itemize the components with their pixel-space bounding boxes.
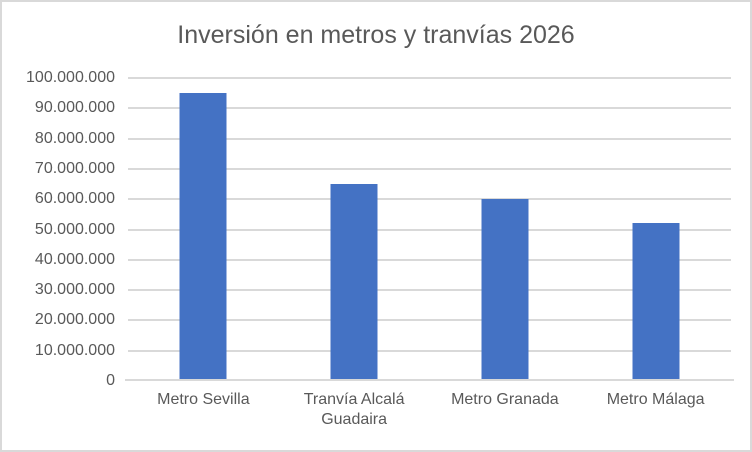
gridline bbox=[128, 137, 731, 140]
x-axis-labels: Metro Sevilla Tranvía Alcalá Guadaira Metr… bbox=[128, 390, 731, 430]
bar bbox=[179, 93, 227, 381]
x-category-label: Tranvía Alcalá Guadaira bbox=[303, 391, 405, 428]
gridline bbox=[128, 107, 731, 110]
gridline bbox=[128, 77, 731, 79]
bar bbox=[632, 223, 680, 381]
x-category-label: Metro Granada bbox=[451, 391, 559, 408]
plot-area bbox=[128, 77, 731, 381]
bar bbox=[330, 184, 378, 381]
y-tick-label: 70.000.000 bbox=[34, 159, 115, 177]
x-axis-line bbox=[125, 379, 734, 381]
y-tick-label: 10.000.000 bbox=[34, 341, 115, 359]
y-axis: 0 10.000.000 20.000.000 30.000.000 40.000.00… bbox=[2, 69, 115, 389]
y-tick-label: 100.000.000 bbox=[26, 69, 115, 86]
y-tick-label: 40.000.000 bbox=[34, 250, 115, 268]
gridline bbox=[128, 349, 731, 352]
gridline bbox=[128, 289, 731, 292]
y-tick-label: 0 bbox=[106, 372, 115, 389]
gridline bbox=[128, 228, 731, 231]
x-category-label: Metro Sevilla bbox=[157, 391, 250, 408]
y-tick-label: 50.000.000 bbox=[34, 220, 115, 238]
gridline bbox=[128, 167, 731, 170]
bar bbox=[481, 199, 529, 381]
y-tick-label: 20.000.000 bbox=[34, 311, 115, 329]
y-tick-label: 80.000.000 bbox=[34, 129, 115, 147]
gridline bbox=[128, 198, 731, 201]
y-tick-label: 60.000.000 bbox=[34, 190, 115, 208]
y-tick-label: 90.000.000 bbox=[34, 99, 115, 117]
y-tick-label: 30.000.000 bbox=[34, 281, 115, 299]
x-category-label: Metro Málaga bbox=[606, 391, 705, 408]
chart-title: Inversión en metros y tranvías 2026 bbox=[177, 21, 575, 49]
gridline bbox=[128, 258, 731, 261]
gridline bbox=[128, 319, 731, 322]
